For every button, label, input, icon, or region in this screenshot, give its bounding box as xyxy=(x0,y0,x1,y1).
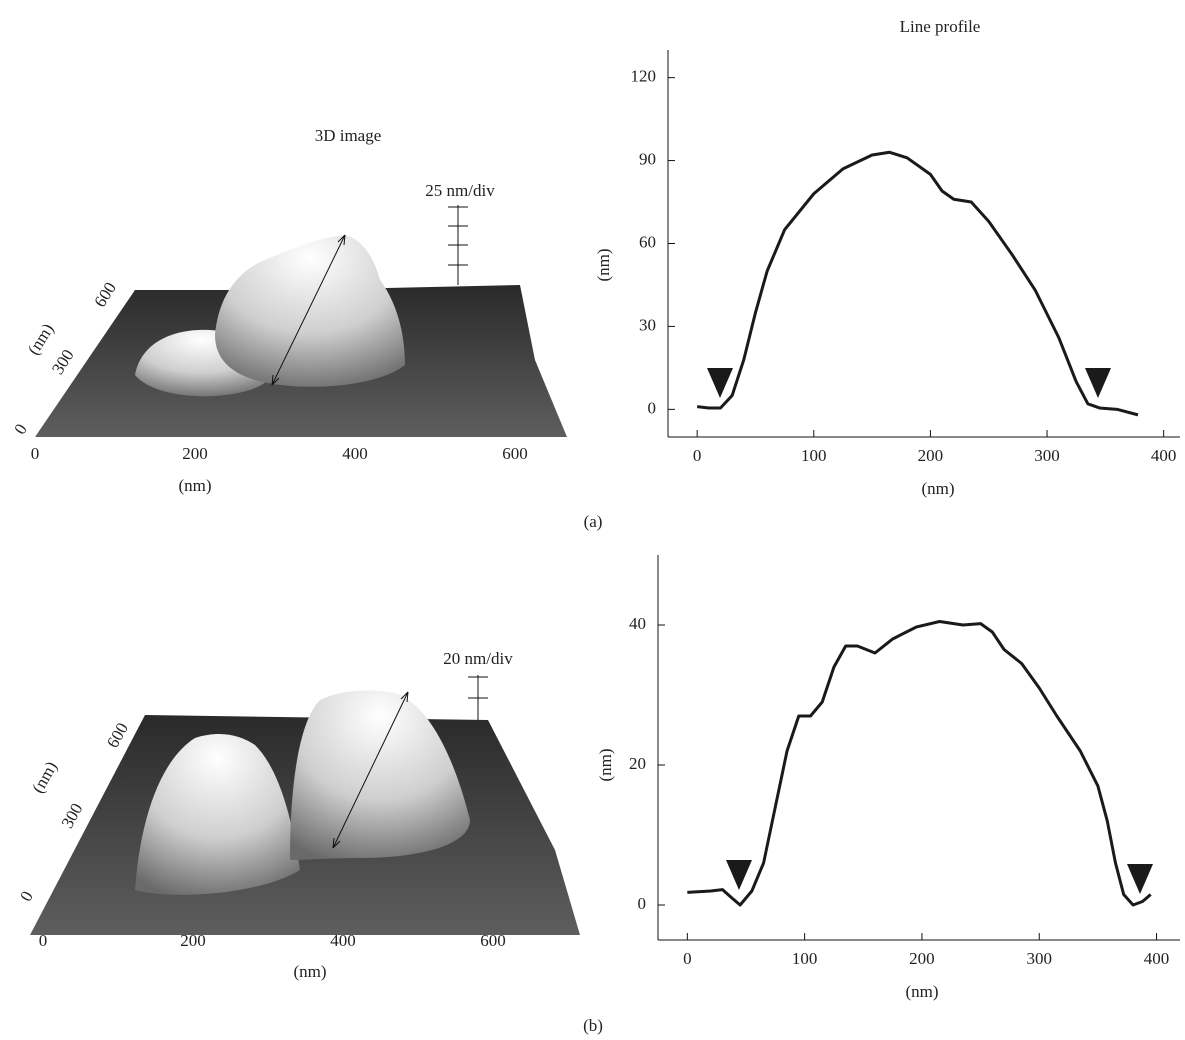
y-tick-label: 60 xyxy=(639,232,656,251)
x-tick-label: 400 xyxy=(1151,446,1177,465)
marker-triangle xyxy=(726,860,752,890)
y-tick-label: 600 xyxy=(90,279,120,311)
x-tick-label: 600 xyxy=(502,444,528,463)
chart-title: Line profile xyxy=(900,17,981,36)
x-tick-label: 200 xyxy=(918,446,944,465)
x-tick-label: 200 xyxy=(180,931,206,950)
scale-bar xyxy=(468,675,488,720)
y-axis-label: (nm) xyxy=(596,748,615,781)
y-axis-label: (nm) xyxy=(594,248,613,281)
x-tick-label: 400 xyxy=(330,931,356,950)
arrow-head xyxy=(332,691,409,849)
x-axis-label: (nm) xyxy=(178,476,211,495)
x-tick-label: 0 xyxy=(693,446,702,465)
x-axis-label: (nm) xyxy=(905,982,938,1001)
x-tick-label: 300 xyxy=(1026,949,1052,968)
y-tick-label: 600 xyxy=(103,720,132,752)
profile-arrow xyxy=(271,234,346,386)
x-tick-label: 300 xyxy=(1034,446,1060,465)
x-tick-label: 600 xyxy=(480,931,506,950)
profile-line xyxy=(696,150,1139,417)
x-tick-label: 200 xyxy=(909,949,935,968)
x-tick-label: 0 xyxy=(39,931,48,950)
y-tick-label: 20 xyxy=(629,754,646,773)
panel-label: (b) xyxy=(583,1016,603,1035)
y-tick-label: 30 xyxy=(639,315,656,334)
x-tick-label: 400 xyxy=(342,444,368,463)
marker-triangle xyxy=(707,368,733,398)
surface-mound xyxy=(135,734,300,895)
surface-mound xyxy=(290,690,470,860)
y-tick-label: 0 xyxy=(638,894,647,913)
x-axis-label: (nm) xyxy=(293,962,326,981)
chart-title: 3D image xyxy=(315,126,382,145)
y-tick-label: 300 xyxy=(58,800,87,832)
x-tick-label: 100 xyxy=(801,446,827,465)
y-tick-label: 90 xyxy=(639,149,656,168)
y-tick-label: 0 xyxy=(16,888,37,905)
scale-bar xyxy=(448,205,468,285)
scale-label: 20 nm/div xyxy=(443,649,513,668)
x-tick-label: 400 xyxy=(1144,949,1170,968)
y-axis-label: (nm) xyxy=(28,758,61,796)
y-tick-label: 0 xyxy=(10,420,31,437)
profile-line xyxy=(687,620,1152,907)
y-tick-label: 120 xyxy=(631,67,657,86)
panel-label: (a) xyxy=(584,512,603,531)
x-tick-label: 0 xyxy=(683,949,692,968)
x-axis-label: (nm) xyxy=(921,479,954,498)
x-tick-label: 0 xyxy=(31,444,40,463)
scale-label: 25 nm/div xyxy=(425,181,495,200)
arrow-head xyxy=(271,234,346,386)
x-tick-label: 100 xyxy=(792,949,818,968)
profile-arrow xyxy=(332,691,409,849)
marker-triangle xyxy=(1085,368,1111,398)
y-axis-label: (nm) xyxy=(24,320,58,358)
y-tick-label: 0 xyxy=(648,398,657,417)
x-tick-label: 200 xyxy=(182,444,208,463)
surface-mound xyxy=(215,235,405,387)
marker-triangle xyxy=(1127,864,1153,894)
y-tick-label: 40 xyxy=(629,614,646,633)
y-tick-label: 300 xyxy=(48,346,78,378)
